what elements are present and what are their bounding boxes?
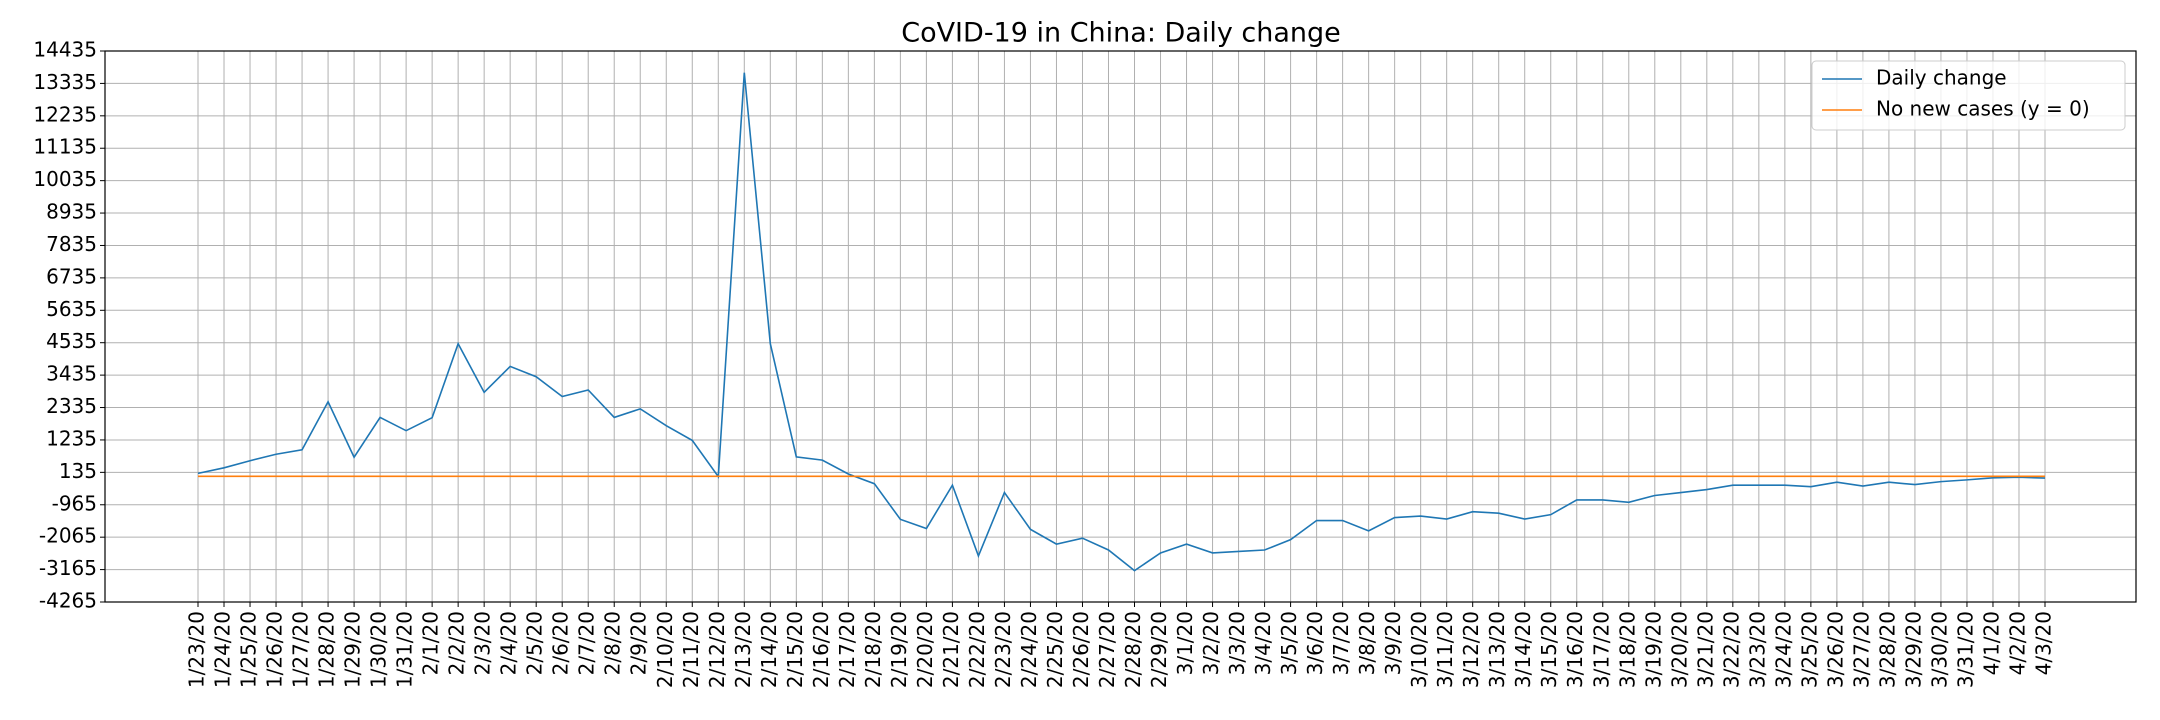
x-tick-label: 2/18/20 — [861, 611, 885, 688]
x-tick-label: 3/7/20 — [1329, 611, 1353, 675]
x-tick-label: 2/13/20 — [731, 611, 755, 688]
x-tick-label: 2/10/20 — [653, 611, 677, 688]
x-tick-label: 1/26/20 — [263, 611, 287, 688]
x-tick-label: 2/19/20 — [887, 611, 911, 688]
y-tick-label: 12235 — [33, 102, 97, 126]
x-tick-label: 2/24/20 — [1017, 611, 1041, 688]
data-line — [197, 72, 2046, 572]
x-tick-label: 1/31/20 — [393, 611, 417, 688]
x-tick-label: 2/15/20 — [783, 611, 807, 688]
legend: Daily change No new cases (y = 0) — [1811, 60, 2126, 131]
x-tick-label: 1/27/20 — [289, 611, 313, 688]
y-tick-label: 14435 — [33, 38, 97, 62]
x-tick-label: 2/12/20 — [705, 611, 729, 688]
x-tick-label: 2/2/20 — [445, 611, 469, 675]
x-tick-label: 2/22/20 — [965, 611, 989, 688]
y-tick-label: 10035 — [33, 167, 97, 191]
x-tick-label: 1/30/20 — [367, 611, 391, 688]
x-tick-label: 2/23/20 — [991, 611, 1015, 688]
x-tick-label: 2/11/20 — [679, 611, 703, 688]
x-tick-label: 1/29/20 — [341, 611, 365, 688]
x-tick-label: 3/30/20 — [1927, 611, 1951, 688]
x-tick-label: 3/13/20 — [1485, 611, 1509, 688]
x-tick-label: 3/8/20 — [1355, 611, 1379, 675]
y-tick-label: 11135 — [33, 135, 97, 159]
x-tick-label: 2/27/20 — [1095, 611, 1119, 688]
x-tick-label: 4/1/20 — [1979, 611, 2003, 675]
x-tick-label: 1/28/20 — [315, 611, 339, 688]
x-tick-label: 1/24/20 — [211, 611, 235, 688]
x-tick-label: 3/25/20 — [1797, 611, 1821, 688]
x-tick-label: 2/20/20 — [913, 611, 937, 688]
x-tick-label: 3/15/20 — [1537, 611, 1561, 688]
x-tick-label: 3/20/20 — [1667, 611, 1691, 688]
y-tick-label: 4535 — [46, 329, 97, 353]
legend-label: No new cases (y = 0) — [1876, 97, 2090, 121]
x-tick-label: 2/1/20 — [419, 611, 443, 675]
x-tick-label: 3/31/20 — [1953, 611, 1977, 688]
x-tick-label: 2/26/20 — [1069, 611, 1093, 688]
x-tick-label: 2/5/20 — [523, 611, 547, 675]
x-tick-label: 2/17/20 — [835, 611, 859, 688]
x-tick-label: 2/25/20 — [1043, 611, 1067, 688]
x-tick-label: 2/4/20 — [497, 611, 521, 675]
y-tick-label: -4265 — [39, 589, 97, 613]
x-tick-label: 3/1/20 — [1173, 611, 1197, 675]
chart-title: CoVID-19 in China: Daily change — [901, 18, 1341, 49]
y-tick-label: 3435 — [46, 362, 97, 386]
x-tick-label: 4/2/20 — [2005, 611, 2029, 675]
legend-box — [1811, 60, 2126, 131]
x-tick-label: 3/22/20 — [1719, 611, 1743, 688]
x-tick-label: 3/4/20 — [1251, 611, 1275, 675]
y-tick-label: 6735 — [46, 264, 97, 288]
x-tick-label: 1/25/20 — [237, 611, 261, 688]
x-tick-label: 4/3/20 — [2032, 611, 2056, 675]
x-tick-label: 3/5/20 — [1277, 611, 1301, 675]
x-tick-label: 2/9/20 — [627, 611, 651, 675]
y-tick-label: 135 — [59, 459, 97, 483]
x-tick-label: 3/14/20 — [1511, 611, 1535, 688]
y-tick-label: 13335 — [33, 70, 97, 94]
x-tick-label: 3/28/20 — [1875, 611, 1899, 688]
y-tick-label: 7835 — [46, 232, 97, 256]
x-tick-label: 3/9/20 — [1381, 611, 1405, 675]
x-tick-label: 3/26/20 — [1823, 611, 1847, 688]
y-tick-label: -3165 — [39, 556, 97, 580]
x-tick-label: 3/18/20 — [1615, 611, 1639, 688]
y-tick-label: 1235 — [46, 426, 97, 450]
x-tick-label: 2/28/20 — [1121, 611, 1145, 688]
x-tick-label: 3/16/20 — [1563, 611, 1587, 688]
y-tick-label: 8935 — [46, 200, 97, 224]
x-tick-label: 3/17/20 — [1589, 611, 1613, 688]
x-tick-label: 2/3/20 — [471, 611, 495, 675]
x-tick-label: 3/11/20 — [1433, 611, 1457, 688]
legend-label: Daily change — [1876, 66, 2007, 90]
x-tick-label: 3/29/20 — [1901, 611, 1925, 688]
x-tick-label: 2/29/20 — [1147, 611, 1171, 688]
x-tick-label: 2/16/20 — [809, 611, 833, 688]
y-tick-label: 2335 — [46, 394, 97, 418]
x-tick-label: 3/19/20 — [1641, 611, 1665, 688]
x-tick-label: 3/6/20 — [1303, 611, 1327, 675]
x-tick-label: 2/6/20 — [549, 611, 573, 675]
x-tick-label: 2/14/20 — [757, 611, 781, 688]
x-tick-label: 1/23/20 — [185, 611, 209, 688]
y-tick-label: -965 — [52, 491, 97, 515]
x-tick-label: 3/23/20 — [1745, 611, 1769, 688]
x-tick-label: 2/8/20 — [601, 611, 625, 675]
x-tick-label: 3/2/20 — [1199, 611, 1223, 675]
x-tick-label: 3/24/20 — [1771, 611, 1795, 688]
x-tick-label: 2/21/20 — [939, 611, 963, 688]
x-tick-label: 3/12/20 — [1459, 611, 1483, 688]
x-tick-label: 2/7/20 — [575, 611, 599, 675]
x-tick-label: 3/21/20 — [1693, 611, 1717, 688]
y-tick-label: 5635 — [46, 297, 97, 321]
plot-frame — [104, 50, 2137, 603]
y-tick-label: -2065 — [39, 524, 97, 548]
x-tick-label: 3/10/20 — [1407, 611, 1431, 688]
x-tick-label: 3/27/20 — [1849, 611, 1873, 688]
x-tick-label: 3/3/20 — [1225, 611, 1249, 675]
